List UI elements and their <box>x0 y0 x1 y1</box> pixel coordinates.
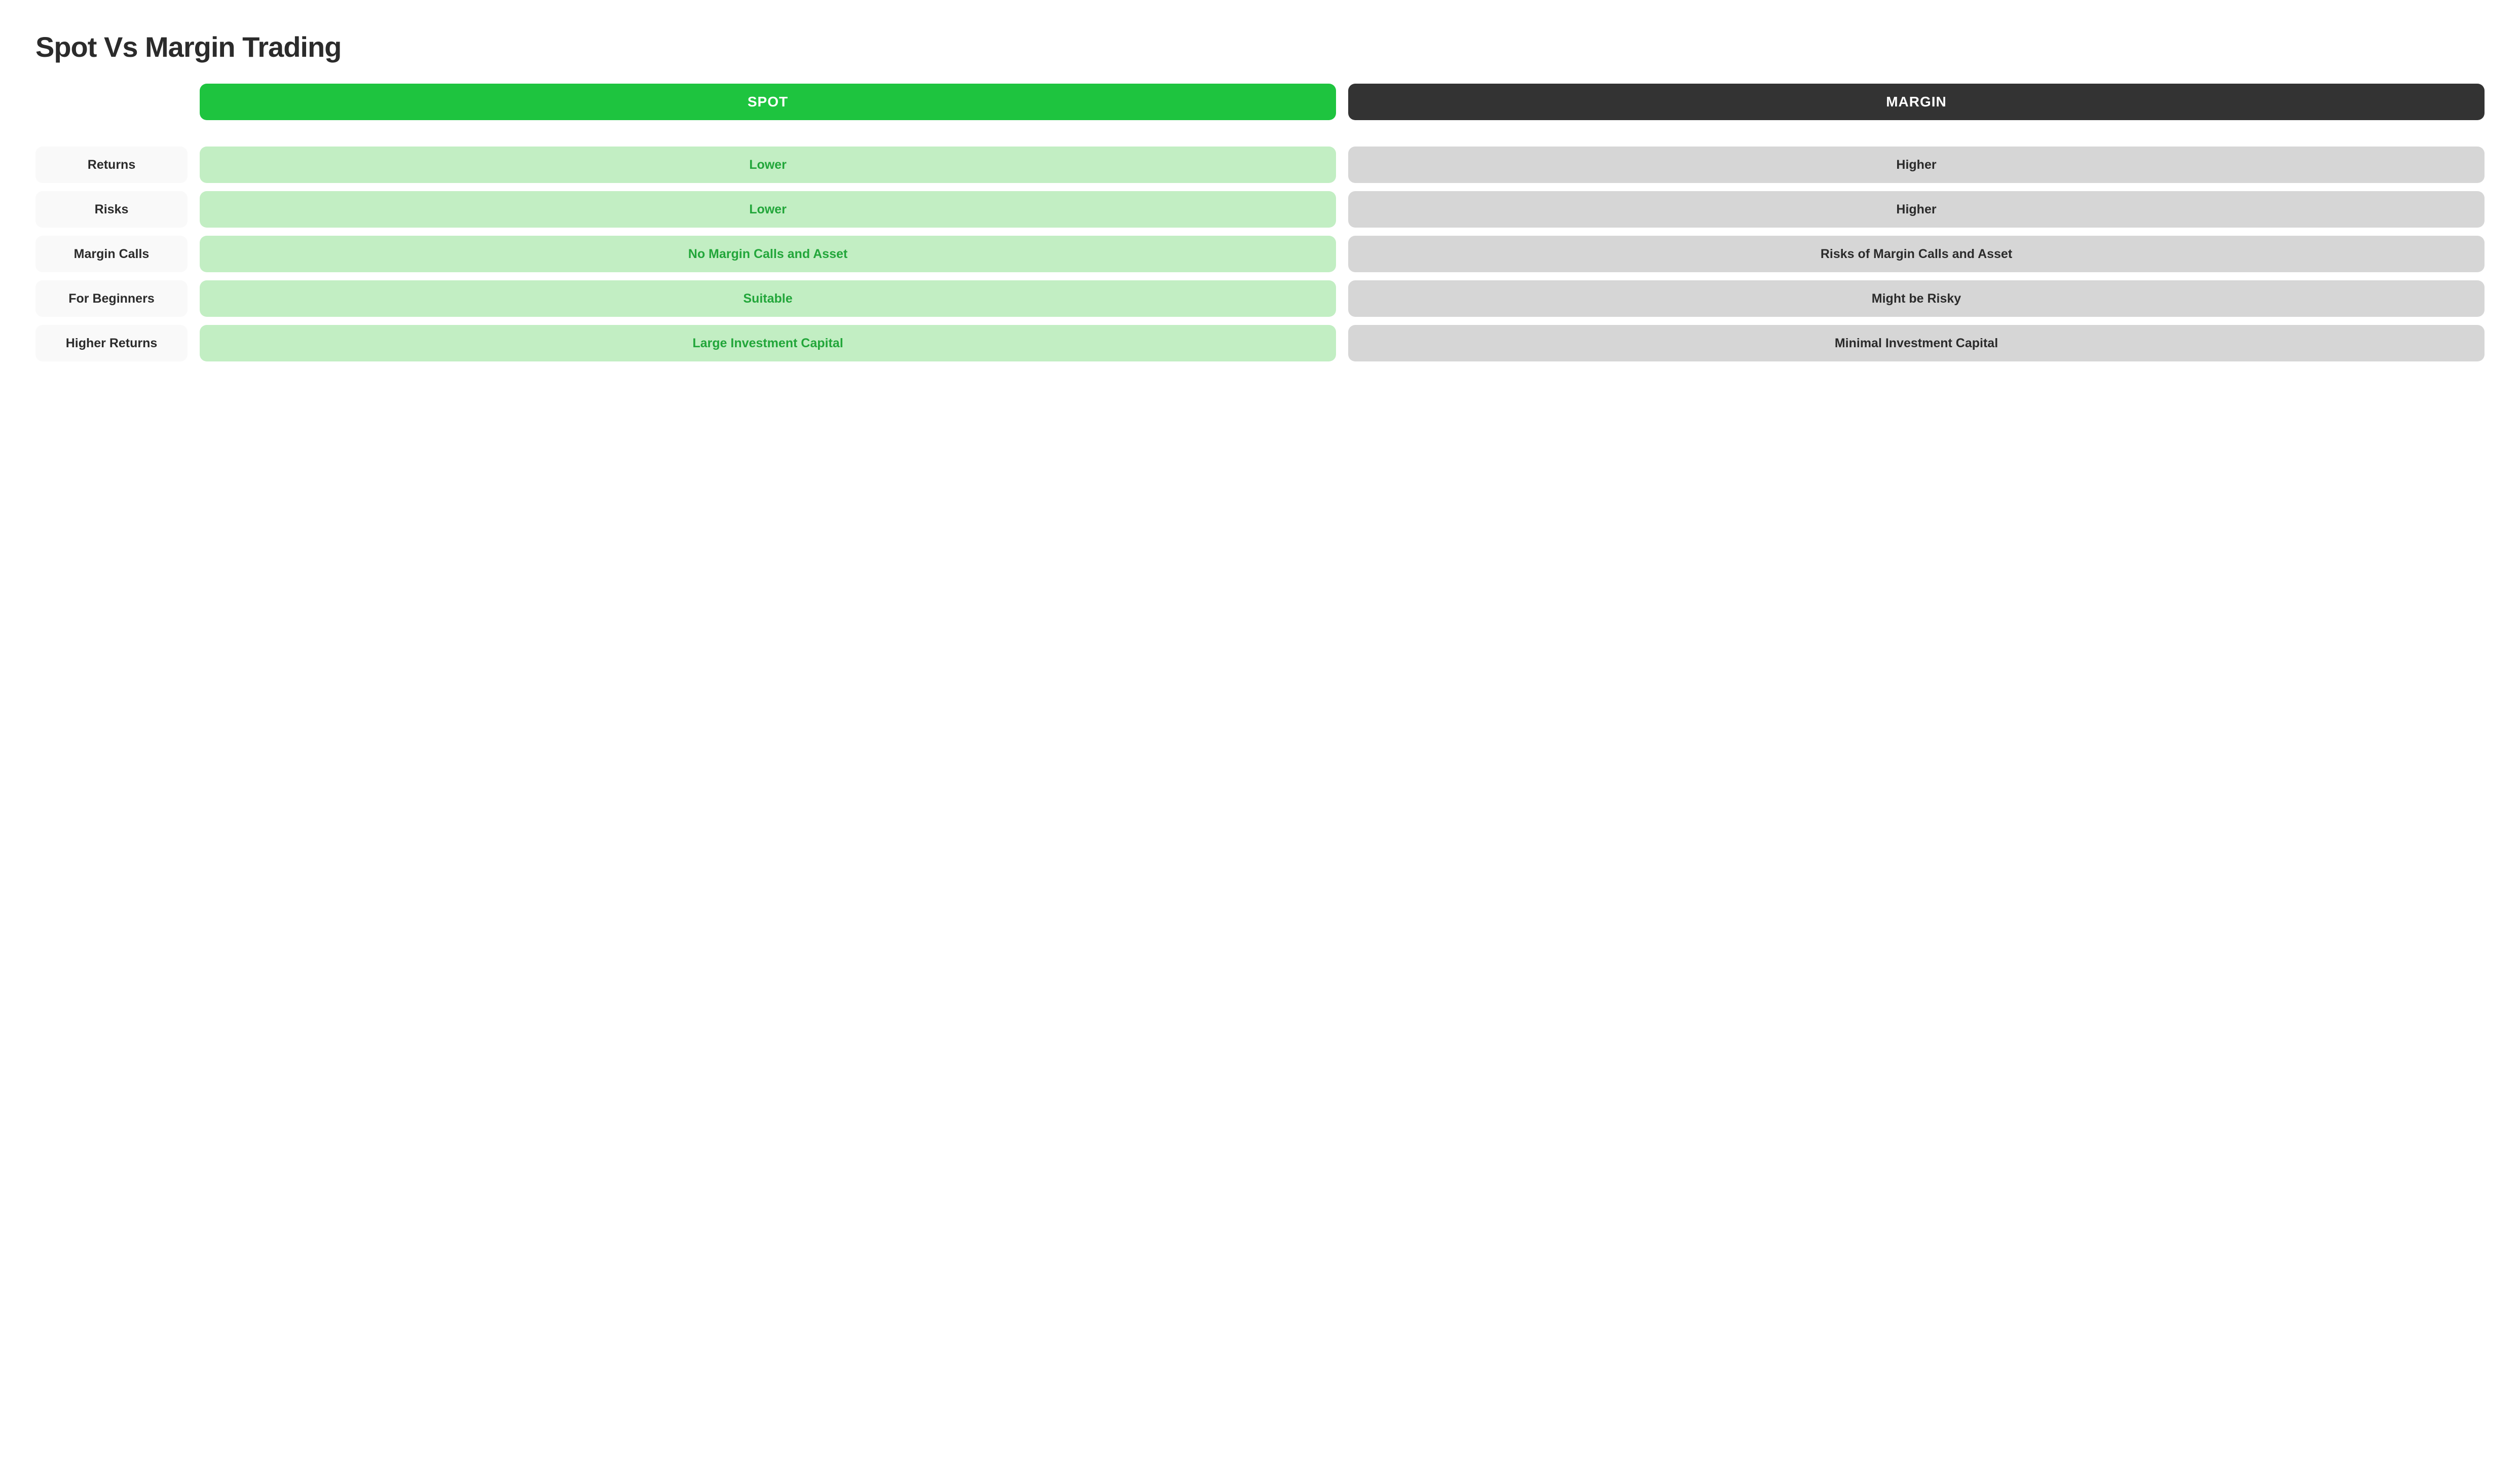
cell-margin-margin-calls: Risks of Margin Calls and Asset <box>1348 236 2485 272</box>
comparison-table: Spot Vs Margin Trading SPOT MARGIN Retur… <box>35 30 2485 361</box>
cell-spot-risks: Lower <box>200 191 1336 228</box>
row-label-risks: Risks <box>35 191 188 228</box>
header-spacer <box>35 84 188 120</box>
column-header-margin: MARGIN <box>1348 84 2485 120</box>
column-header-spot: SPOT <box>200 84 1336 120</box>
cell-spot-margin-calls: No Margin Calls and Asset <box>200 236 1336 272</box>
cell-spot-for-beginners: Suitable <box>200 280 1336 317</box>
table-grid: SPOT MARGIN Returns Lower Higher Risks L… <box>35 84 2485 361</box>
cell-spot-higher-returns: Large Investment Capital <box>200 325 1336 361</box>
header-row-gap <box>35 128 2485 138</box>
cell-margin-risks: Higher <box>1348 191 2485 228</box>
cell-margin-for-beginners: Might be Risky <box>1348 280 2485 317</box>
row-label-higher-returns: Higher Returns <box>35 325 188 361</box>
page-title: Spot Vs Margin Trading <box>35 30 2485 63</box>
cell-spot-returns: Lower <box>200 147 1336 183</box>
row-label-returns: Returns <box>35 147 188 183</box>
row-label-for-beginners: For Beginners <box>35 280 188 317</box>
row-label-margin-calls: Margin Calls <box>35 236 188 272</box>
cell-margin-higher-returns: Minimal Investment Capital <box>1348 325 2485 361</box>
cell-margin-returns: Higher <box>1348 147 2485 183</box>
